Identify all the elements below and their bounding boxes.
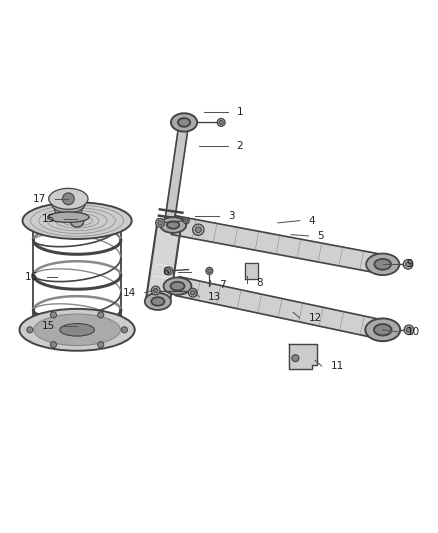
Ellipse shape	[22, 203, 132, 239]
Circle shape	[217, 118, 225, 126]
Ellipse shape	[374, 324, 392, 335]
Ellipse shape	[374, 259, 391, 270]
Circle shape	[50, 342, 57, 348]
Ellipse shape	[48, 212, 89, 222]
Polygon shape	[289, 344, 317, 369]
Ellipse shape	[365, 318, 400, 341]
Text: 3: 3	[228, 211, 234, 221]
Ellipse shape	[170, 282, 184, 290]
Ellipse shape	[55, 202, 82, 216]
Ellipse shape	[34, 314, 120, 345]
Circle shape	[185, 219, 188, 222]
Ellipse shape	[160, 217, 186, 233]
Text: 10: 10	[407, 327, 420, 337]
Circle shape	[151, 286, 160, 295]
Circle shape	[195, 227, 201, 232]
Circle shape	[191, 290, 195, 295]
Circle shape	[63, 193, 74, 205]
Ellipse shape	[57, 209, 79, 220]
Circle shape	[188, 288, 197, 297]
Ellipse shape	[145, 293, 171, 310]
Polygon shape	[176, 277, 385, 339]
Polygon shape	[165, 122, 189, 222]
Ellipse shape	[60, 324, 95, 336]
Polygon shape	[245, 263, 258, 279]
Ellipse shape	[163, 278, 191, 295]
Circle shape	[98, 312, 104, 318]
Circle shape	[208, 269, 211, 272]
Ellipse shape	[178, 118, 190, 127]
Text: 4: 4	[308, 216, 315, 225]
Text: 16: 16	[25, 272, 38, 282]
Circle shape	[121, 327, 127, 333]
Text: 11: 11	[330, 361, 343, 371]
Text: 6: 6	[162, 267, 169, 277]
Circle shape	[219, 120, 223, 124]
Polygon shape	[146, 219, 181, 303]
Circle shape	[183, 217, 189, 224]
Circle shape	[153, 288, 158, 293]
Text: 1: 1	[237, 107, 243, 117]
Circle shape	[406, 327, 411, 332]
Circle shape	[403, 260, 413, 269]
Text: 7: 7	[219, 280, 226, 290]
Text: 14: 14	[123, 288, 136, 298]
Circle shape	[292, 354, 299, 362]
Circle shape	[98, 342, 104, 348]
Text: 17: 17	[33, 194, 46, 204]
Text: 5: 5	[317, 231, 324, 241]
Ellipse shape	[70, 214, 84, 227]
Circle shape	[206, 268, 213, 274]
Text: 9: 9	[407, 260, 413, 269]
Ellipse shape	[167, 221, 179, 229]
Ellipse shape	[49, 188, 88, 209]
Text: 15: 15	[42, 214, 55, 224]
Circle shape	[158, 221, 162, 225]
Ellipse shape	[151, 297, 164, 306]
Ellipse shape	[171, 113, 197, 132]
Text: 2: 2	[237, 141, 243, 151]
Circle shape	[50, 312, 57, 318]
Text: 13: 13	[208, 292, 221, 302]
Circle shape	[165, 267, 173, 275]
Text: 8: 8	[256, 278, 263, 288]
Polygon shape	[171, 215, 385, 274]
Circle shape	[193, 224, 204, 236]
Circle shape	[155, 219, 164, 227]
Ellipse shape	[366, 254, 399, 275]
Ellipse shape	[52, 195, 85, 213]
Ellipse shape	[19, 309, 135, 351]
Circle shape	[404, 325, 414, 335]
Circle shape	[167, 269, 171, 273]
Text: 12: 12	[308, 313, 322, 323]
Text: 15: 15	[42, 321, 55, 332]
Circle shape	[27, 327, 33, 333]
Circle shape	[406, 262, 410, 266]
